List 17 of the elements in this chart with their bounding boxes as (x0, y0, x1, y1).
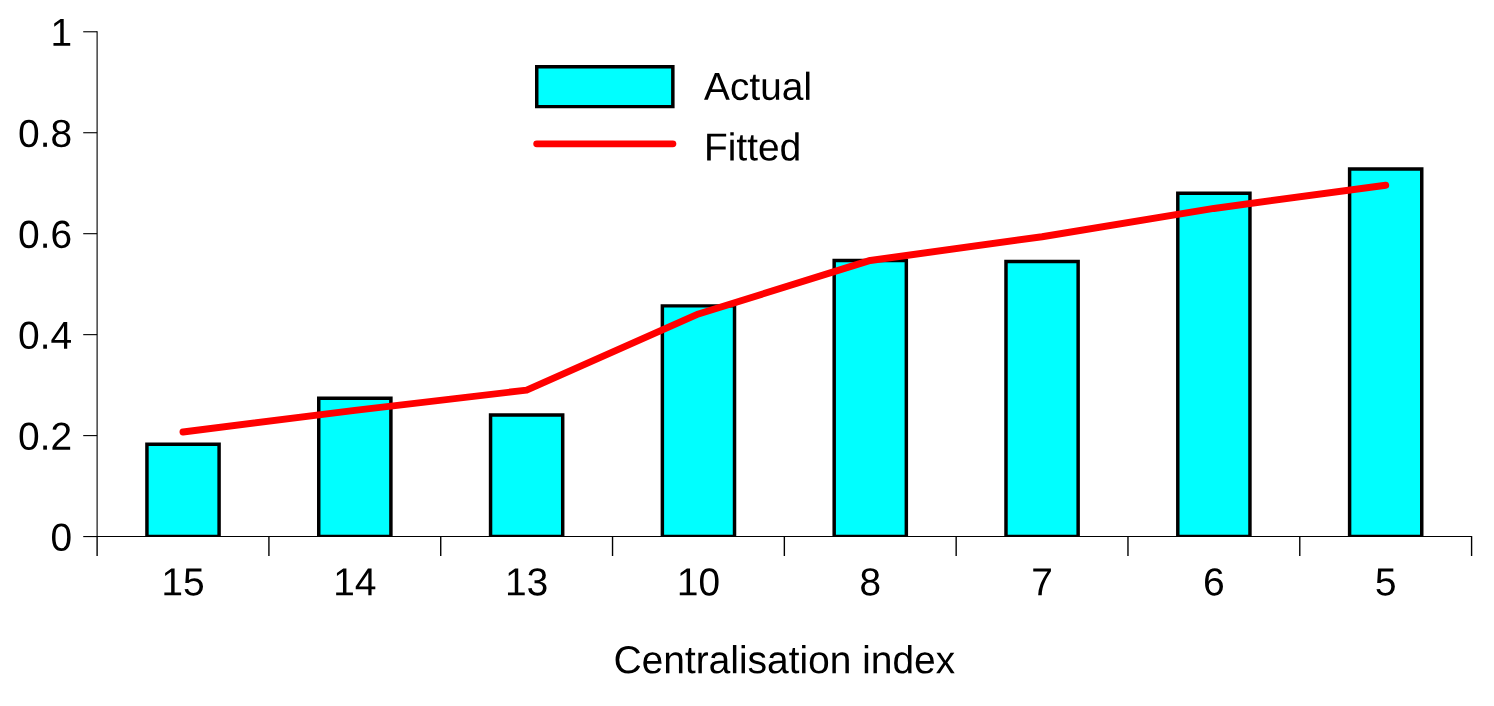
x-tick-label: 7 (1033, 568, 1051, 596)
x-axis-title: Centralisation index (615, 645, 955, 674)
x-tick-label: 8 (861, 568, 880, 596)
x-tick-label: 5 (1376, 568, 1395, 596)
y-tick-label: 0.2 (19, 422, 71, 451)
x-tick-label: 13 (507, 568, 547, 596)
legend-label: Fitted (707, 132, 799, 161)
x-tick-label: 15 (164, 568, 204, 596)
y-tick-label: 0.4 (19, 321, 71, 350)
y-tick-label: 1 (53, 19, 71, 46)
x-tick-label: 14 (336, 568, 376, 596)
legend-label: Actual (704, 71, 810, 101)
y-tick-label: 0.8 (19, 119, 71, 148)
x-tick-label: 6 (1205, 568, 1223, 596)
y-tick-label: 0.6 (19, 220, 71, 249)
x-tick-label: 10 (679, 568, 719, 596)
y-tick-label: 0 (52, 523, 71, 552)
